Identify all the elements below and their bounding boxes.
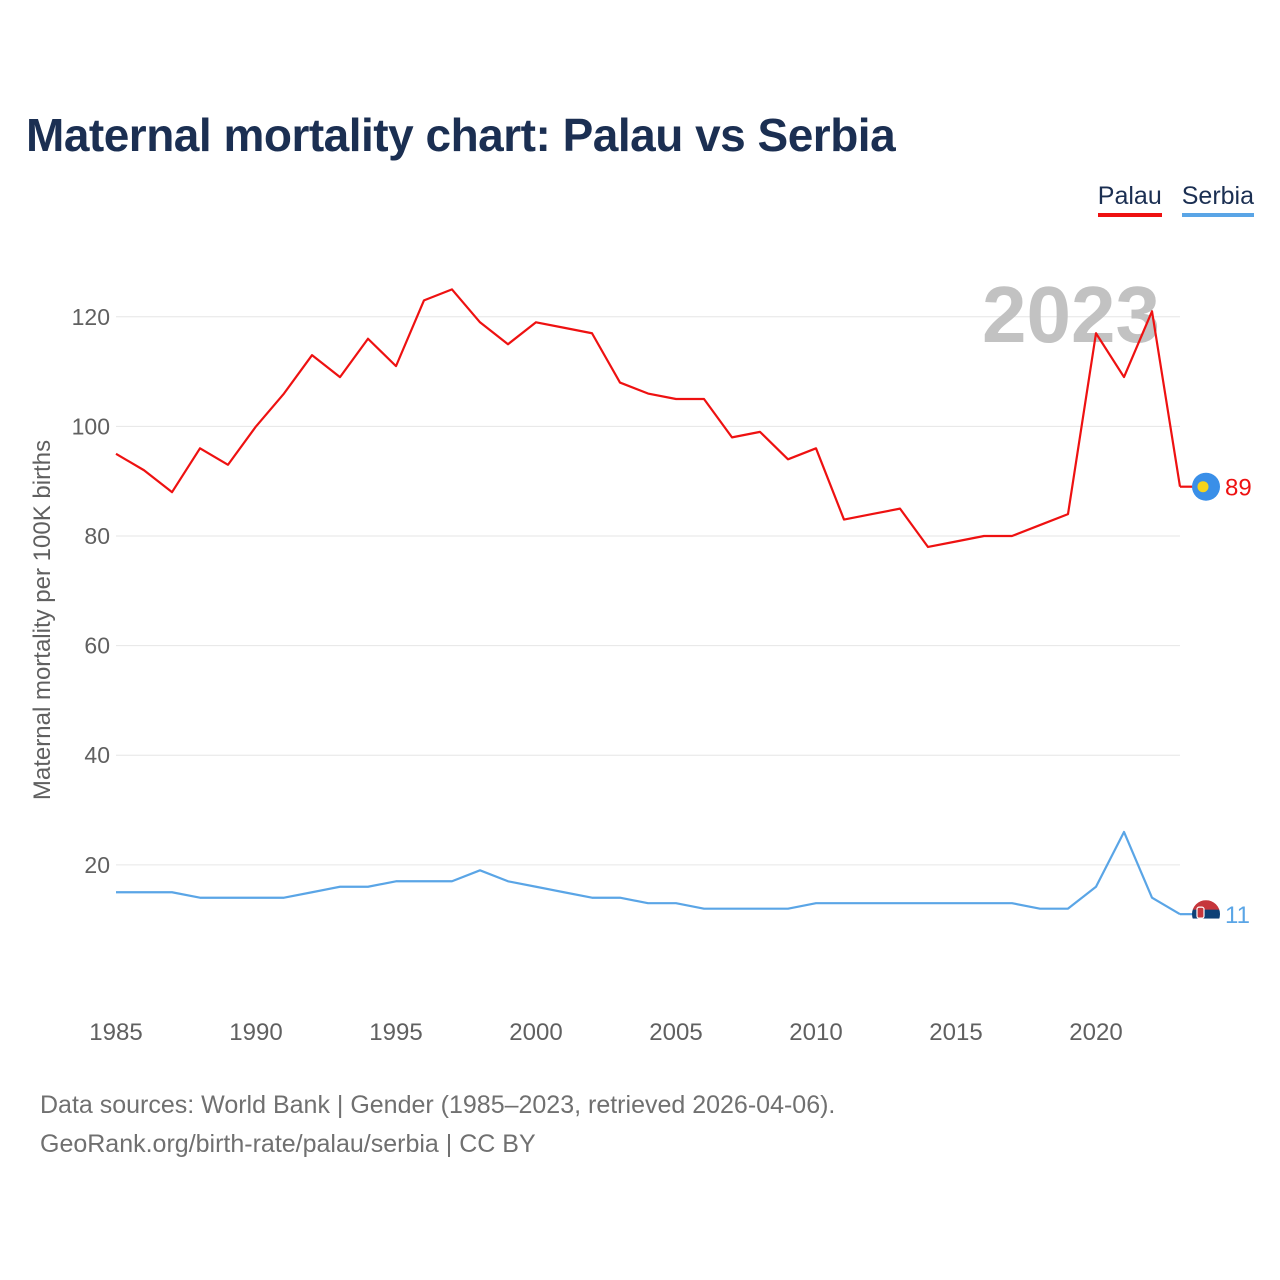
footer-source: Data sources: World Bank | Gender (1985–… xyxy=(40,1091,836,1119)
y-tick-label: 80 xyxy=(84,523,110,549)
page-title: Maternal mortality chart: Palau vs Serbi… xyxy=(26,109,896,161)
y-tick-label: 60 xyxy=(84,633,110,659)
footer: Data sources: World Bank | Gender (1985–… xyxy=(40,1086,835,1164)
legend-item-palau[interactable]: Palau xyxy=(1097,182,1162,217)
x-tick-label: 1985 xyxy=(89,1019,142,1046)
end-value-serbia: 11 xyxy=(1225,902,1250,929)
x-tick-label: 2005 xyxy=(649,1019,702,1046)
year-watermark: 2023 xyxy=(982,270,1160,359)
x-tick-label: 2020 xyxy=(1069,1019,1122,1046)
legend-item-serbia[interactable]: Serbia xyxy=(1181,182,1254,217)
x-tick-label: 1995 xyxy=(369,1019,422,1046)
palau-flag-icon xyxy=(1192,472,1220,501)
y-tick-label: 100 xyxy=(72,413,110,439)
end-value-palau: 89 xyxy=(1225,475,1252,502)
x-tick-label: 2010 xyxy=(789,1019,842,1046)
y-tick-label: 120 xyxy=(72,304,110,330)
series-lines xyxy=(115,288,1182,916)
x-tick-label: 2000 xyxy=(509,1019,562,1046)
series-line-palau xyxy=(115,288,1182,549)
series-line-serbia xyxy=(116,830,1181,916)
y-tick-label: 20 xyxy=(84,852,110,878)
legend: Palau Serbia xyxy=(1097,182,1254,217)
y-axis-label: Maternal mortality per 100K births xyxy=(29,440,56,800)
x-tick-label: 1990 xyxy=(229,1019,282,1046)
serbia-flag-icon xyxy=(1192,900,1220,929)
line-chart: 20 40 60 80 100 120 1985 1990 1995 2000 2005 2010 2… xyxy=(29,270,1252,1046)
x-tick-label: 2015 xyxy=(929,1019,982,1046)
grid-lines xyxy=(116,316,1180,866)
series-end-markers: 89 11 xyxy=(1180,472,1252,929)
y-tick-label: 40 xyxy=(84,742,110,768)
footer-link[interactable]: GeoRank.org/birth-rate/palau/serbia | CC… xyxy=(40,1130,536,1158)
y-axis-ticks: 20 40 60 80 100 120 xyxy=(72,304,110,878)
x-axis-ticks: 1985 1990 1995 2000 2005 2010 2015 2020 xyxy=(89,1019,1122,1046)
